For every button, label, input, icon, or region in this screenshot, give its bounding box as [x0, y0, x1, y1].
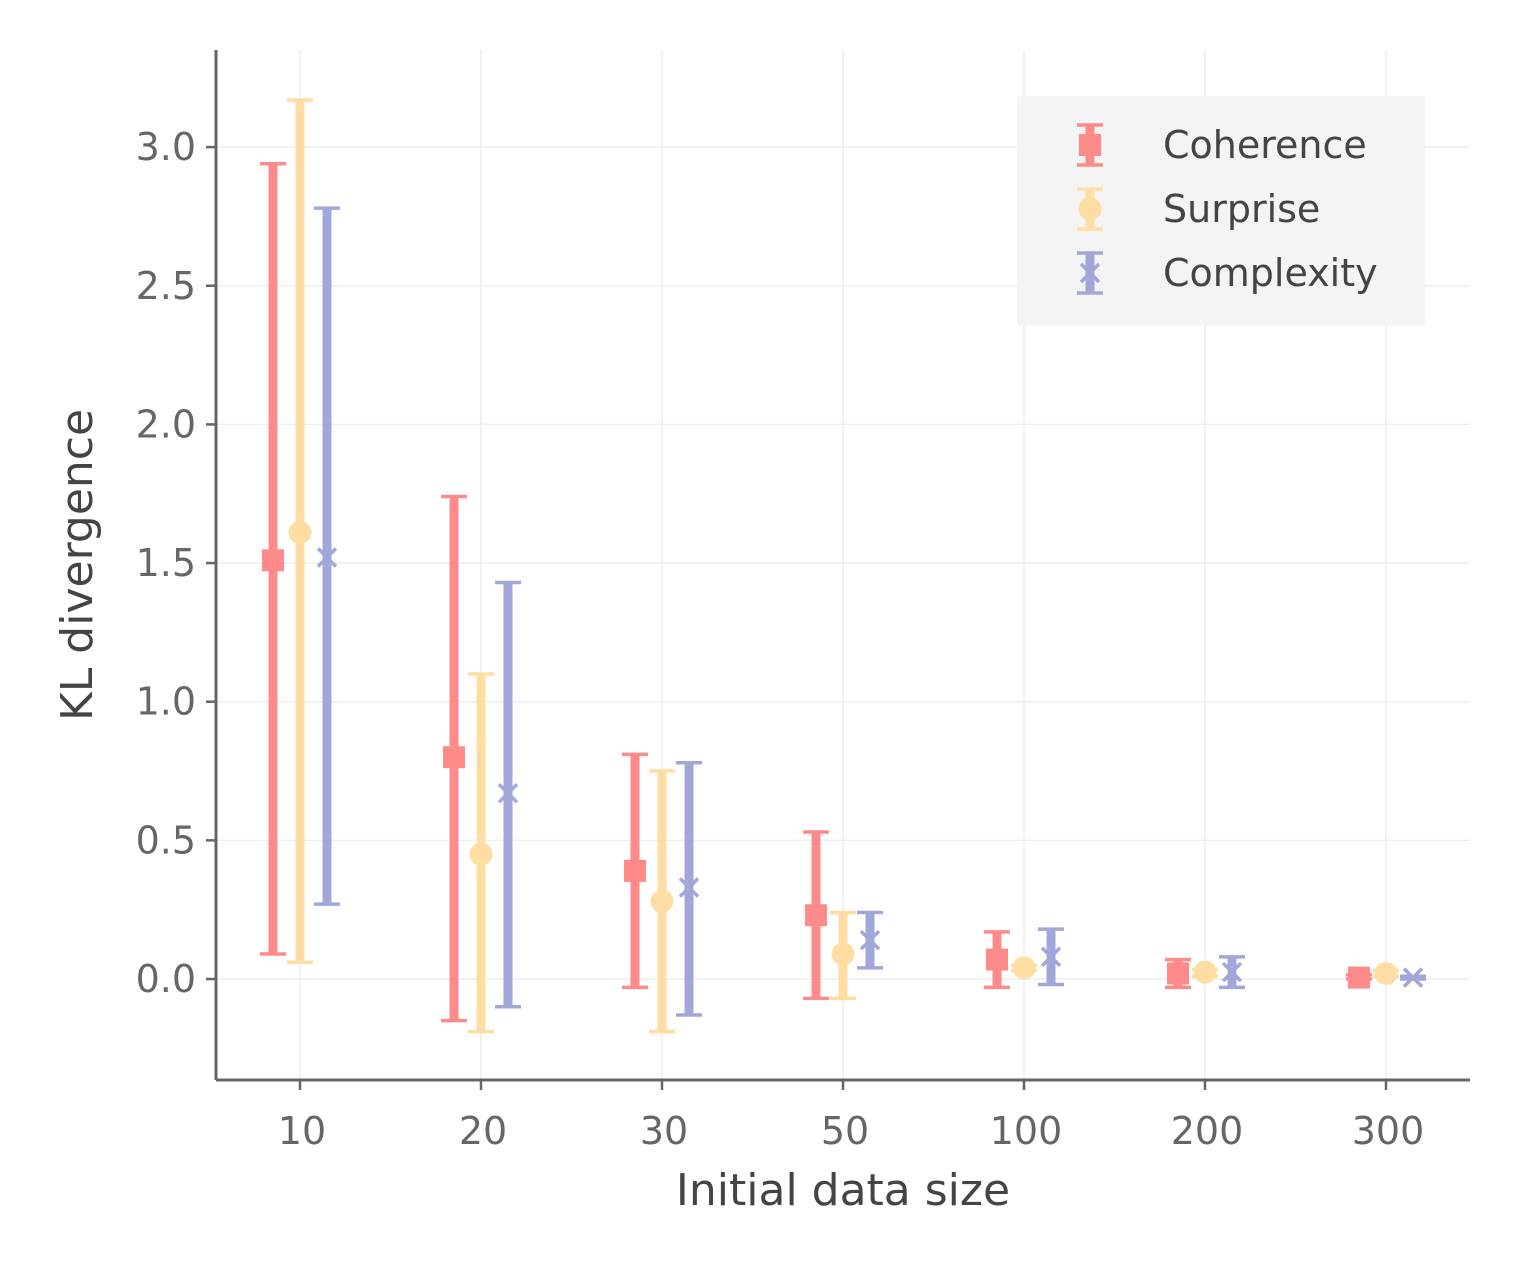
legend-marker-coherence — [1079, 134, 1101, 156]
point-surprise — [288, 521, 312, 545]
legend-frame — [1017, 96, 1425, 326]
legend-marker-complexity — [1079, 262, 1101, 284]
y-tick-label: 0.0 — [136, 957, 196, 1001]
point-coherence — [624, 859, 646, 882]
y-tick-label: 1.5 — [136, 541, 196, 585]
point-coherence — [1167, 962, 1189, 985]
point-complexity — [497, 782, 519, 804]
x-tick-label: 20 — [459, 1109, 507, 1153]
y-tick-label: 0.5 — [136, 818, 196, 862]
y-ticks: 0.0 0.5 1.0 1.5 2.0 2.5 3.0 — [136, 125, 216, 1001]
y-tick-label: 3.0 — [136, 125, 196, 169]
legend-label-coherence: Coherence — [1163, 123, 1367, 167]
point-surprise — [469, 842, 493, 866]
x-tick-label: 30 — [640, 1109, 688, 1153]
legend-label-complexity: Complexity — [1163, 251, 1378, 295]
point-complexity — [1402, 967, 1424, 988]
point-coherence — [1348, 966, 1370, 989]
point-complexity — [1221, 961, 1243, 983]
legend-marker-surprise — [1078, 197, 1102, 221]
point-complexity — [1040, 946, 1062, 968]
y-tick-label: 2.5 — [136, 264, 196, 308]
x-ticks: 10 20 30 50 100 200 300 — [278, 1080, 1424, 1153]
point-coherence — [805, 904, 827, 927]
x-tick-label: 300 — [1352, 1109, 1425, 1153]
y-tick-label: 2.0 — [136, 402, 196, 446]
point-coherence — [443, 746, 465, 769]
point-surprise — [831, 942, 855, 966]
point-surprise — [1374, 961, 1398, 985]
point-surprise — [1193, 960, 1217, 984]
data-markers — [262, 521, 1424, 989]
point-complexity — [316, 547, 338, 568]
point-surprise — [650, 889, 674, 913]
x-tick-label: 50 — [821, 1109, 869, 1153]
x-tick-label: 200 — [1171, 1109, 1244, 1153]
point-surprise — [1012, 956, 1036, 980]
y-axis-title: KL divergence — [52, 409, 103, 721]
legend-label-surprise: Surprise — [1163, 187, 1320, 231]
x-tick-label: 100 — [990, 1109, 1063, 1153]
point-complexity — [859, 929, 881, 951]
point-complexity — [678, 877, 700, 898]
x-axis-title: Initial data size — [676, 1165, 1010, 1216]
y-tick-label: 1.0 — [136, 680, 196, 724]
legend: Coherence Surprise Complexity — [1017, 96, 1425, 326]
x-tick-label: 10 — [278, 1109, 326, 1153]
point-coherence — [986, 948, 1008, 971]
point-coherence — [262, 549, 284, 572]
